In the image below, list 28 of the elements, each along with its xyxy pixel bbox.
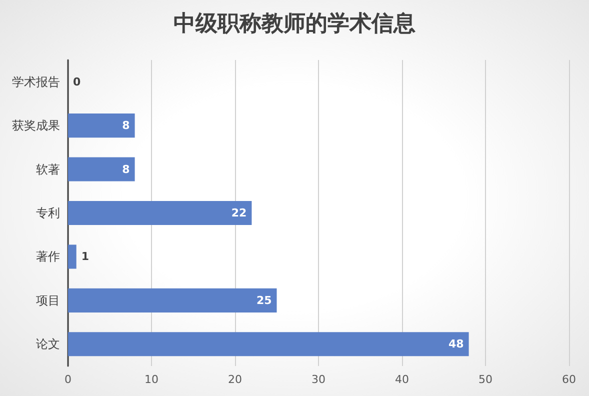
chart-title: 中级职称教师的学术信息 [174,12,416,36]
bar [68,157,135,182]
bar [68,244,76,269]
data-label: 8 [122,162,130,176]
x-tick-label: 40 [395,373,409,386]
data-label: 8 [122,119,130,132]
x-tick-label: 20 [228,373,242,386]
data-label: 48 [448,338,464,351]
data-label: 0 [73,75,81,88]
x-tick-label: 50 [478,373,492,386]
x-tick-label: 10 [144,373,158,386]
data-label: 25 [256,294,272,307]
y-tick-label: 获奖成果 [12,118,60,133]
x-tick-label: 30 [312,373,326,386]
x-tick-label: 60 [562,373,576,386]
y-tick-label: 论文 [36,337,60,352]
x-tick-label: 0 [64,373,72,386]
bar [68,200,252,226]
y-tick-label: 项目 [36,293,60,308]
y-tick-label: 专利 [36,206,60,220]
data-label: 22 [231,206,247,220]
bar [68,332,469,356]
y-tick-label: 学术报告 [12,74,60,89]
data-label: 1 [81,250,90,264]
bar [68,114,135,138]
y-tick-label: 著作 [36,250,60,264]
bar [68,288,277,312]
y-tick-label: 软著 [36,162,60,176]
